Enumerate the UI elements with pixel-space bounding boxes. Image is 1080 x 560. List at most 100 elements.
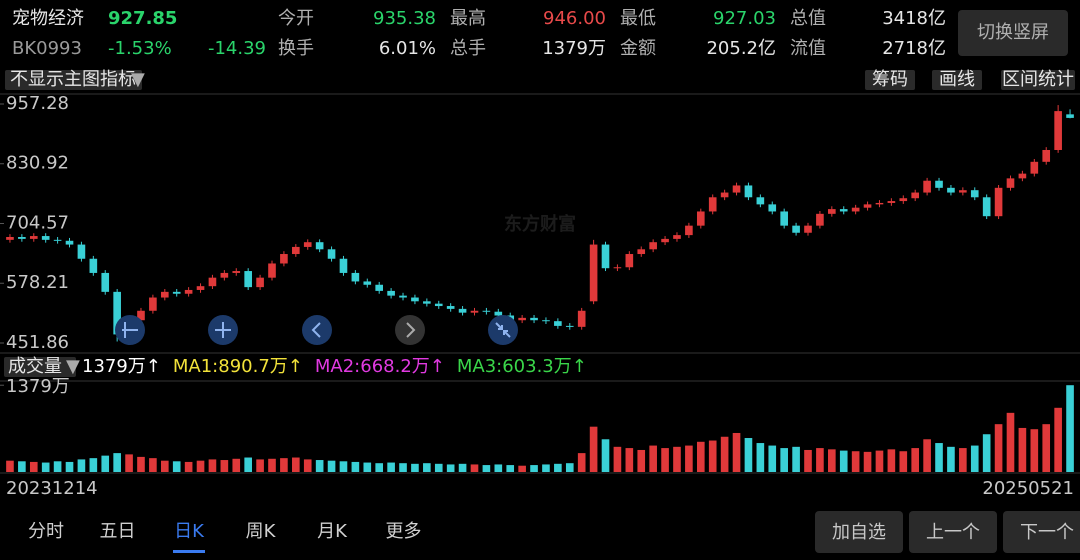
volume-bar xyxy=(363,462,372,472)
period-tab[interactable]: 日K xyxy=(174,521,205,542)
candle-body xyxy=(470,310,479,313)
candle-body xyxy=(696,211,705,226)
volume-bar xyxy=(1054,407,1062,472)
price: 927.85 xyxy=(108,8,177,29)
y-tick-label: 704.57 xyxy=(6,212,69,233)
tool-button[interactable] xyxy=(1001,70,1075,90)
volume-bar xyxy=(220,460,229,472)
zoom-in-button[interactable] xyxy=(208,315,238,345)
volume-bar xyxy=(589,426,598,472)
volume-bar xyxy=(327,460,336,472)
volume-bar xyxy=(29,461,38,472)
candle-body xyxy=(172,291,181,294)
candle-body xyxy=(458,308,467,313)
orientation-button[interactable] xyxy=(958,10,1068,56)
volume-bar xyxy=(77,459,86,472)
stat-label: 最高 xyxy=(450,8,486,29)
stat-value: 927.03 xyxy=(713,8,776,29)
next-button[interactable] xyxy=(395,315,425,345)
volume-bar xyxy=(208,459,217,472)
volume-bar xyxy=(149,458,157,472)
indicator-label[interactable]: 不显示主图指标 xyxy=(10,69,136,90)
candle-body xyxy=(446,306,455,309)
volume-bar xyxy=(446,464,455,472)
action-label[interactable]: 上一个 xyxy=(926,522,980,543)
candle-body xyxy=(292,246,300,255)
candle-body xyxy=(732,185,741,193)
volume-bar xyxy=(1030,429,1039,472)
candle-body xyxy=(780,211,788,226)
volume-dropdown[interactable] xyxy=(4,357,76,377)
volume-bar xyxy=(554,463,562,472)
volume-bar xyxy=(470,464,479,472)
volume-bar xyxy=(506,465,515,472)
period-tab[interactable]: 分时 xyxy=(28,521,64,542)
volume-bar xyxy=(113,453,121,472)
candle-body xyxy=(542,320,550,322)
tool-button[interactable] xyxy=(865,70,915,90)
volume-bar xyxy=(184,461,193,472)
candle-body xyxy=(744,185,753,198)
period-tab[interactable]: 月K xyxy=(317,521,348,542)
volume-bar xyxy=(1066,385,1074,472)
period-tab[interactable]: 五日 xyxy=(100,521,136,542)
candle-body xyxy=(792,225,800,233)
tool-button-label[interactable]: 筹码 xyxy=(872,69,908,90)
volume-bar xyxy=(923,439,931,472)
candle-body xyxy=(196,286,205,290)
tool-button-label[interactable]: 画线 xyxy=(939,69,975,90)
action-label[interactable]: 加自选 xyxy=(832,522,886,543)
volume-bar xyxy=(268,458,276,472)
period-tab[interactable]: 更多 xyxy=(386,521,422,542)
action-button[interactable] xyxy=(815,511,903,553)
volume-bar xyxy=(649,445,657,472)
period-tabs: 分时 五日 日K 周K 月K 更多 加自选 上一个 下一个 xyxy=(28,511,1080,553)
orientation-button-label[interactable]: 切换竖屏 xyxy=(977,22,1049,43)
prev-button[interactable] xyxy=(302,315,332,345)
tool-button[interactable] xyxy=(932,70,982,90)
candle-body xyxy=(244,271,252,288)
tool-button-label[interactable]: 区间统计 xyxy=(1002,69,1074,90)
action-label[interactable]: 下一个 xyxy=(1020,522,1074,543)
candle-body xyxy=(268,263,276,278)
candle-body xyxy=(399,295,407,298)
volume-title[interactable]: 成交量 xyxy=(8,356,62,377)
candle-body xyxy=(1066,114,1074,118)
period-tab[interactable]: 周K xyxy=(246,521,277,542)
volume-bar xyxy=(661,448,669,472)
volume-bar xyxy=(160,460,169,472)
candle-body xyxy=(637,249,646,255)
volume-bar xyxy=(720,436,729,472)
watermark: 东方财富 xyxy=(504,213,576,235)
price-chart: 451.86 578.21 704.57 830.92 957.28 xyxy=(0,93,1074,353)
candle-body xyxy=(351,272,360,282)
volume-bar xyxy=(482,465,491,472)
candle-body xyxy=(708,197,717,212)
volume-bar xyxy=(280,458,288,472)
volume-bar xyxy=(696,441,705,472)
candle-body xyxy=(65,240,74,245)
candle-body xyxy=(184,289,193,294)
candle-body xyxy=(935,180,943,188)
volume-bar xyxy=(1006,412,1015,472)
nav-button[interactable] xyxy=(115,315,145,345)
candle-body xyxy=(220,272,229,278)
date-label: 20231214 xyxy=(6,478,98,499)
shrink-button[interactable] xyxy=(488,315,518,345)
volume-bar xyxy=(41,462,50,472)
volume-bar xyxy=(1018,427,1027,472)
volume-bar xyxy=(125,454,133,472)
volume-bar xyxy=(303,459,312,472)
action-button[interactable] xyxy=(909,511,997,553)
volume-bar xyxy=(935,443,943,472)
indicator-dropdown[interactable] xyxy=(5,70,142,90)
candle-body xyxy=(327,249,336,259)
volume-bar xyxy=(315,460,324,472)
candle-body xyxy=(1018,173,1027,179)
candle-body xyxy=(863,204,872,208)
candle-body xyxy=(601,244,610,269)
candle-body xyxy=(232,271,241,273)
action-button[interactable] xyxy=(1003,511,1080,553)
candle-body xyxy=(411,297,419,302)
